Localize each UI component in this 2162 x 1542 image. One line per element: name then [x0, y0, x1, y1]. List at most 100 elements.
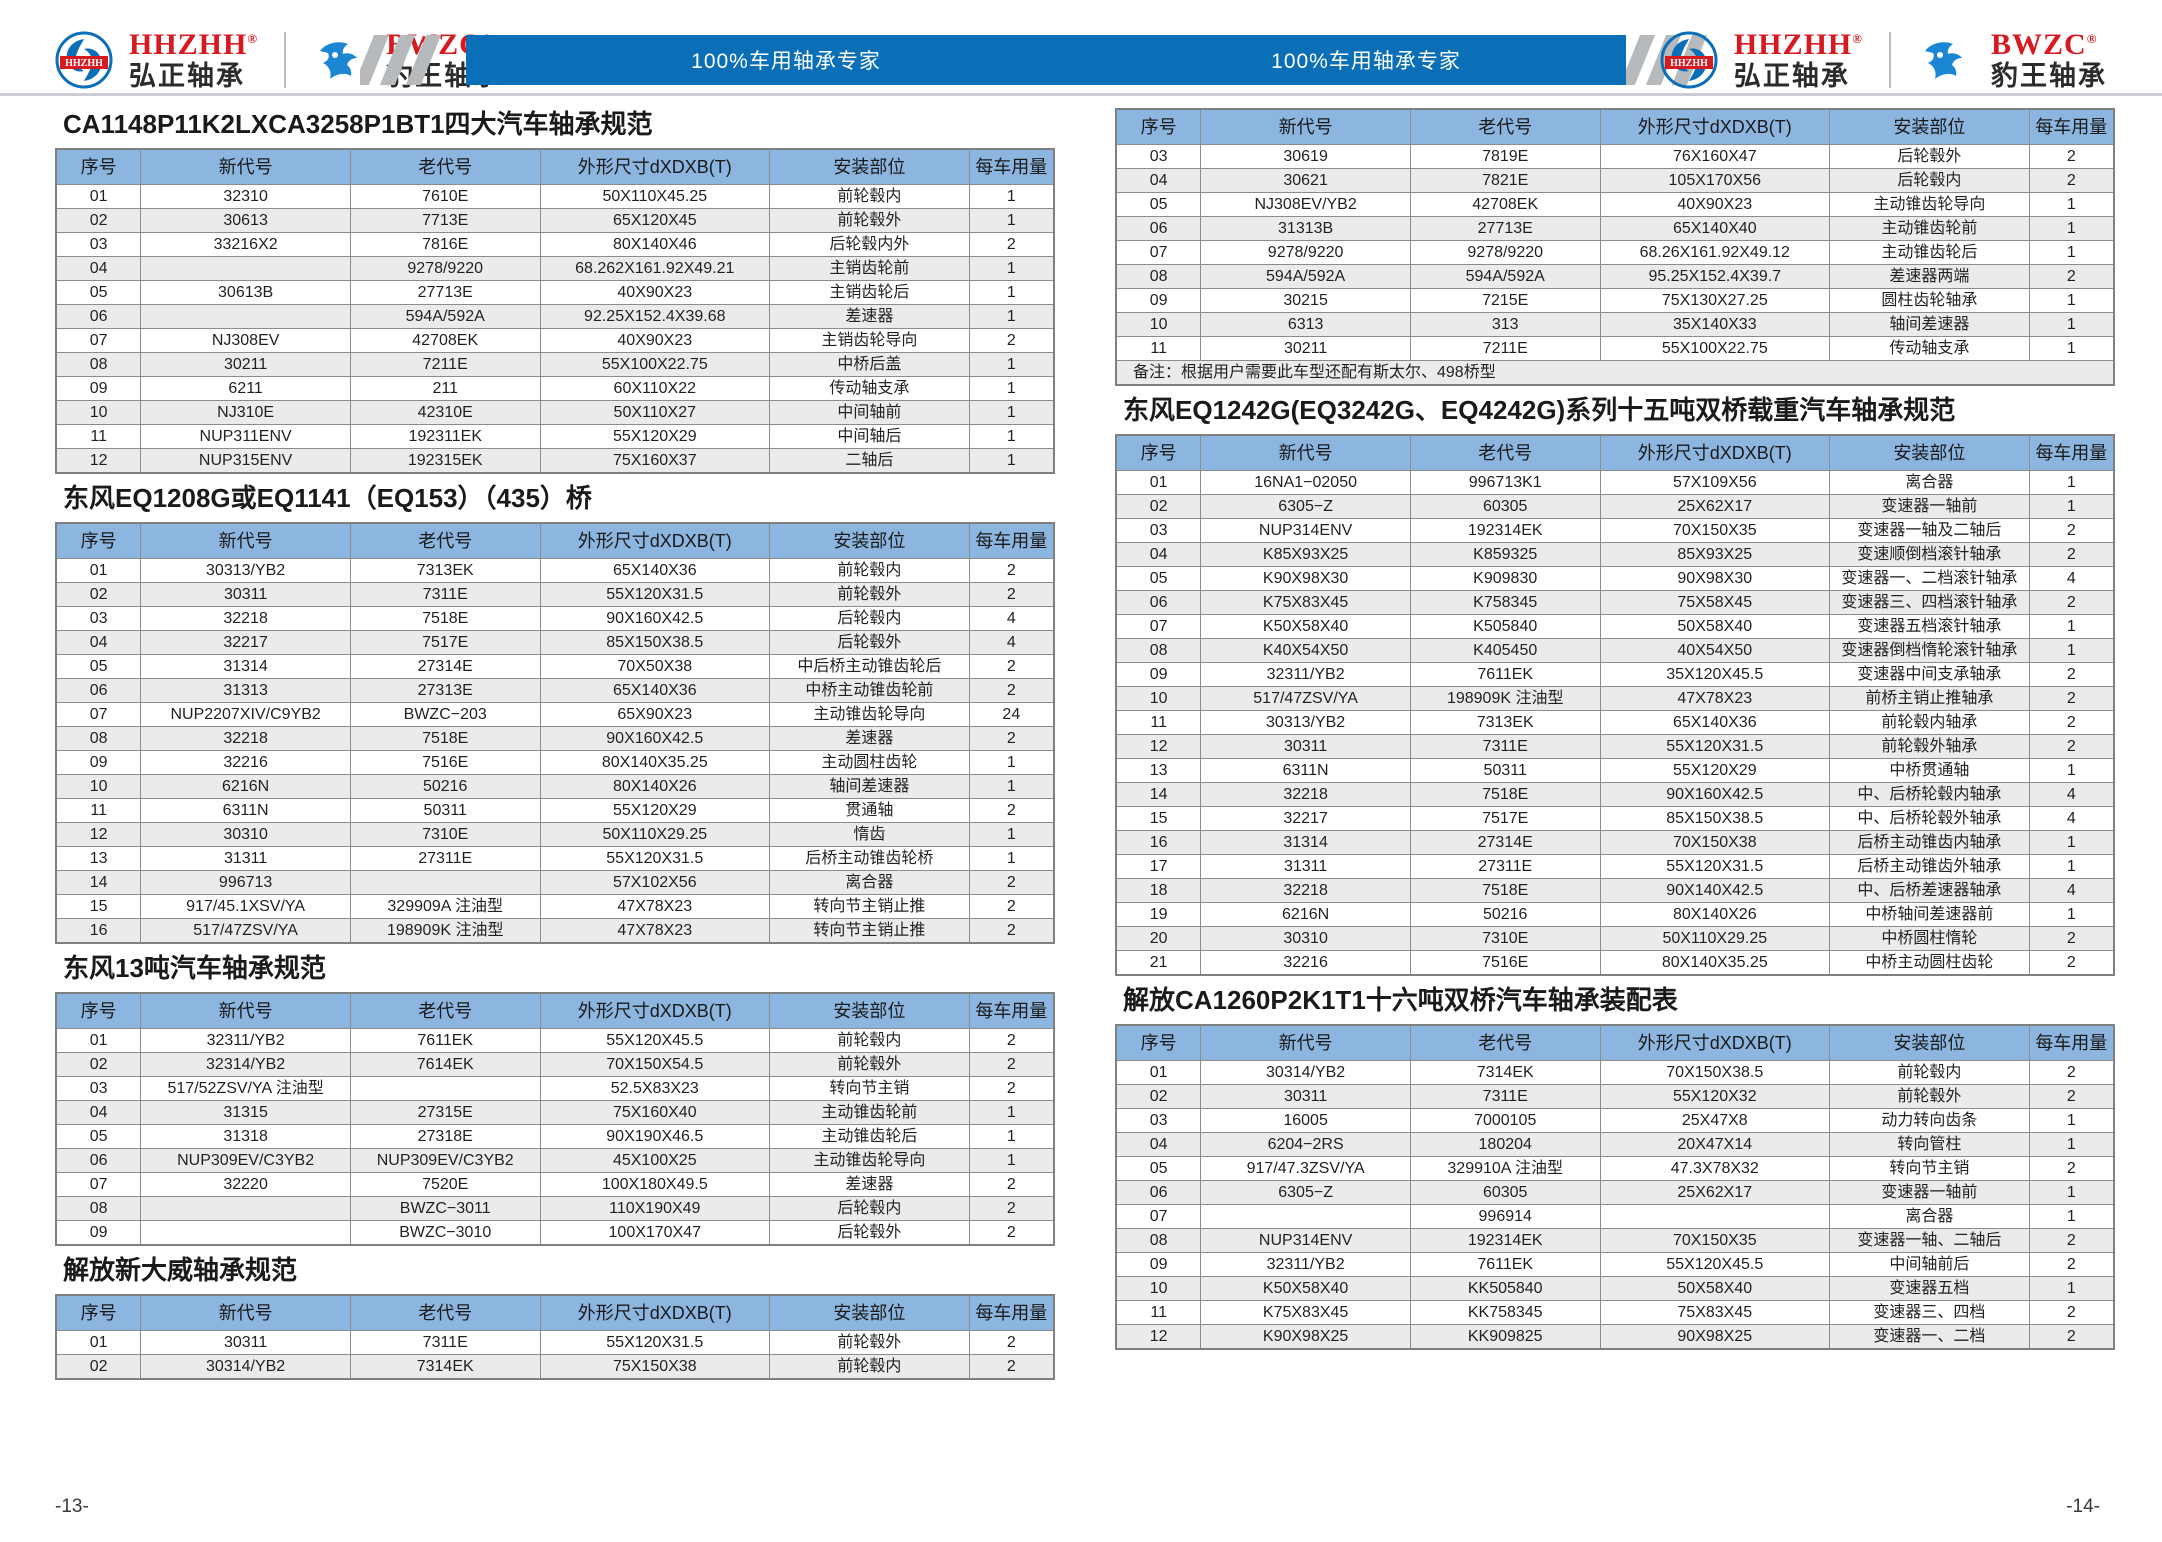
bearing-spec-table: 序号 新代号 老代号 外形尺寸dXDXB(T) 安装部位 每车用量 01 32310 7610E… — [55, 148, 1055, 474]
table-cell: 9278/9220 — [1200, 240, 1411, 265]
column-header-2: 新代号 — [140, 522, 351, 559]
table-cell: 1 — [2028, 638, 2115, 663]
table-cell: 16 — [1115, 830, 1202, 855]
table-cell: 02 — [55, 1052, 142, 1077]
table-row: 08 NUP314ENV 192314EK 70X150X35 变速器一轴、二轴后 2 — [1115, 1228, 2115, 1253]
bearing-spec-table: 序号 新代号 老代号 外形尺寸dXDXB(T) 安装部位 每车用量 01 30314/YB2 7… — [1115, 1024, 2115, 1350]
table-cell: 27313E — [349, 678, 541, 703]
column-header-3: 老代号 — [349, 148, 541, 185]
table-cell: K505840 — [1409, 614, 1601, 639]
table-row: 13 31311 27311E 55X120X31.5 后桥主动锥齿轮桥 1 — [55, 846, 1055, 871]
table-cell: K50X58X40 — [1200, 1276, 1411, 1301]
table-cell: 主销齿轮前 — [769, 256, 970, 281]
page-column-left: CA1148P11K2LXCA3258P1BT1四大汽车轴承规范 序号 新代号 老代号… — [55, 100, 1055, 1380]
table-cell: KK758345 — [1409, 1300, 1601, 1325]
table-cell: 贯通轴 — [769, 798, 970, 823]
table-cell: 80X140X35.25 — [539, 750, 771, 775]
table-cell: 15 — [1115, 806, 1202, 831]
table-row: 16 31314 27314E 70X150X38 后桥主动锥齿内轴承 1 — [1115, 830, 2115, 855]
table-cell: 32217 — [140, 630, 351, 655]
table-cell: 变速器一轴前 — [1829, 1180, 2030, 1205]
table-cell: 2 — [2028, 950, 2115, 976]
table-row: 01 30311 7311E 55X120X31.5 前轮毂外 2 — [55, 1330, 1055, 1355]
table-cell: 92.25X152.4X39.68 — [539, 304, 771, 329]
table-cell: 2 — [968, 1052, 1055, 1077]
column-header-2: 新代号 — [1200, 1024, 1411, 1061]
table-cell: 2 — [968, 232, 1055, 257]
table-row: 08 BWZC−3011 110X190X49 后轮毂内 2 — [55, 1196, 1055, 1221]
table-cell: 32218 — [140, 726, 351, 751]
table-cell: 差速器 — [769, 1172, 970, 1197]
table-cell: 40X90X23 — [1599, 192, 1831, 217]
table-header-row: 序号 新代号 老代号 外形尺寸dXDXB(T) 安装部位 每车用量 — [55, 148, 1055, 185]
table-cell: 6311N — [1200, 758, 1411, 783]
table-cell: 50216 — [1409, 902, 1601, 927]
table-cell: 02 — [55, 1354, 142, 1380]
table-row: 06 K75X83X45 K758345 75X58X45 变速器三、四档滚针轴承 2 — [1115, 590, 2115, 615]
table-cell: 中桥轴间差速器前 — [1829, 902, 2030, 927]
table-cell: 85X150X38.5 — [539, 630, 771, 655]
table-cell: 08 — [55, 726, 142, 751]
table-cell: 二轴后 — [769, 448, 970, 474]
column-header-6: 每车用量 — [968, 992, 1055, 1029]
table-row: 07 K50X58X40 K505840 50X58X40 变速器五档滚针轴承 1 — [1115, 614, 2115, 639]
table-cell: 65X140X36 — [1599, 710, 1831, 735]
table-cell: 27315E — [349, 1100, 541, 1125]
table-cell: 1 — [968, 304, 1055, 329]
table-cell: 1 — [2028, 470, 2115, 495]
table-cell: 90X190X46.5 — [539, 1124, 771, 1149]
table-cell: 50X58X40 — [1599, 1276, 1831, 1301]
table-cell: 55X120X31.5 — [539, 1330, 771, 1355]
table-cell: 50311 — [1409, 758, 1601, 783]
table-cell: 2 — [968, 894, 1055, 919]
table-cell: KK909825 — [1409, 1324, 1601, 1350]
table-cell: K859325 — [1409, 542, 1601, 567]
table-cell: K75X83X45 — [1200, 1300, 1411, 1325]
column-header-2: 新代号 — [1200, 434, 1411, 471]
table-cell: 1 — [2028, 240, 2115, 265]
table-cell: 2 — [2028, 1300, 2115, 1325]
table-cell: 68.26X161.92X49.12 — [1599, 240, 1831, 265]
table-cell: 主销齿轮后 — [769, 280, 970, 305]
table-cell: 2 — [968, 1028, 1055, 1053]
table-cell: NUP314ENV — [1200, 1228, 1411, 1253]
table-cell: 11 — [55, 424, 142, 449]
table-cell: 1 — [2028, 614, 2115, 639]
table-cell: 90X160X42.5 — [539, 606, 771, 631]
registered-icon: ® — [247, 31, 259, 46]
table-cell: 76X160X47 — [1599, 144, 1831, 169]
table-cell: 32218 — [1200, 782, 1411, 807]
table-cell: 55X120X45.5 — [539, 1028, 771, 1053]
table-cell: 动力转向齿条 — [1829, 1108, 2030, 1133]
table-cell: 变速器中间支承轴承 — [1829, 662, 2030, 687]
table-cell: 198909K 注油型 — [1409, 686, 1601, 711]
table-cell: K50X58X40 — [1200, 614, 1411, 639]
table-cell: 08 — [1115, 1228, 1202, 1253]
column-header-4: 外形尺寸dXDXB(T) — [539, 992, 771, 1029]
table-row: 01 30313/YB2 7313EK 65X140X36 前轮毂内 2 — [55, 558, 1055, 583]
table-cell: 05 — [55, 280, 142, 305]
table-cell: 16 — [55, 918, 142, 944]
table-cell: NJ308EV — [140, 328, 351, 353]
table-cell: 差速器 — [769, 304, 970, 329]
table-cell: 主动锥齿轮后 — [769, 1124, 970, 1149]
table-cell: 13 — [55, 846, 142, 871]
table-cell: 7611EK — [1409, 1252, 1601, 1277]
table-cell: 30211 — [140, 352, 351, 377]
table-cell: 27311E — [1409, 854, 1601, 879]
table-cell — [1200, 1204, 1411, 1229]
bearing-spec-table: 序号 新代号 老代号 外形尺寸dXDXB(T) 安装部位 每车用量 01 30311 7311E… — [55, 1294, 1055, 1380]
table-cell: 55X120X31.5 — [1599, 734, 1831, 759]
table-cell: 05 — [1115, 1156, 1202, 1181]
table-cell: 1 — [968, 208, 1055, 233]
table-cell: 6216N — [140, 774, 351, 799]
table-cell: 90X98X30 — [1599, 566, 1831, 591]
column-header-4: 外形尺寸dXDXB(T) — [539, 1294, 771, 1331]
table-row: 06 31313B 27713E 65X140X40 主动锥齿轮前 1 — [1115, 216, 2115, 241]
table-row: 10 6216N 50216 80X140X26 轴间差速器 1 — [55, 774, 1055, 799]
table-cell: 03 — [1115, 144, 1202, 169]
svg-text:HHZHH: HHZHH — [1670, 58, 1708, 69]
table-cell: 30621 — [1200, 168, 1411, 193]
table-cell: 55X100X22.75 — [539, 352, 771, 377]
table-row: 09 32216 7516E 80X140X35.25 主动圆柱齿轮 1 — [55, 750, 1055, 775]
